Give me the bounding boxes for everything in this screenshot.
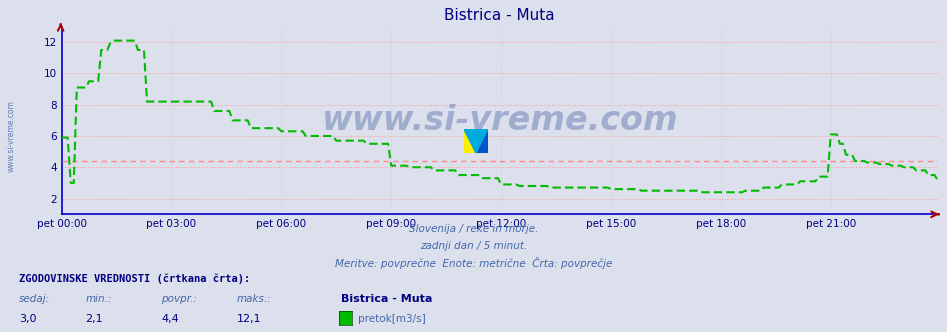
- Text: 3,0: 3,0: [19, 314, 36, 324]
- Title: Bistrica - Muta: Bistrica - Muta: [444, 8, 555, 23]
- Text: Bistrica - Muta: Bistrica - Muta: [341, 294, 432, 304]
- Text: www.si-vreme.com: www.si-vreme.com: [321, 104, 678, 137]
- Text: 4,4: 4,4: [161, 314, 179, 324]
- Text: ZGODOVINSKE VREDNOSTI (črtkana črta):: ZGODOVINSKE VREDNOSTI (črtkana črta):: [19, 274, 250, 285]
- Polygon shape: [464, 129, 488, 153]
- Text: maks.:: maks.:: [237, 294, 272, 304]
- Text: 12,1: 12,1: [237, 314, 261, 324]
- Text: Slovenija / reke in morje.: Slovenija / reke in morje.: [409, 224, 538, 234]
- Text: 2,1: 2,1: [85, 314, 103, 324]
- Text: pretok[m3/s]: pretok[m3/s]: [358, 314, 426, 324]
- Text: min.:: min.:: [85, 294, 112, 304]
- Text: zadnji dan / 5 minut.: zadnji dan / 5 minut.: [420, 241, 527, 251]
- Polygon shape: [476, 129, 488, 153]
- Text: povpr.:: povpr.:: [161, 294, 197, 304]
- Text: Meritve: povprečne  Enote: metrične  Črta: povprečje: Meritve: povprečne Enote: metrične Črta:…: [335, 257, 612, 269]
- Polygon shape: [464, 129, 476, 153]
- Text: sedaj:: sedaj:: [19, 294, 50, 304]
- Text: www.si-vreme.com: www.si-vreme.com: [7, 100, 16, 172]
